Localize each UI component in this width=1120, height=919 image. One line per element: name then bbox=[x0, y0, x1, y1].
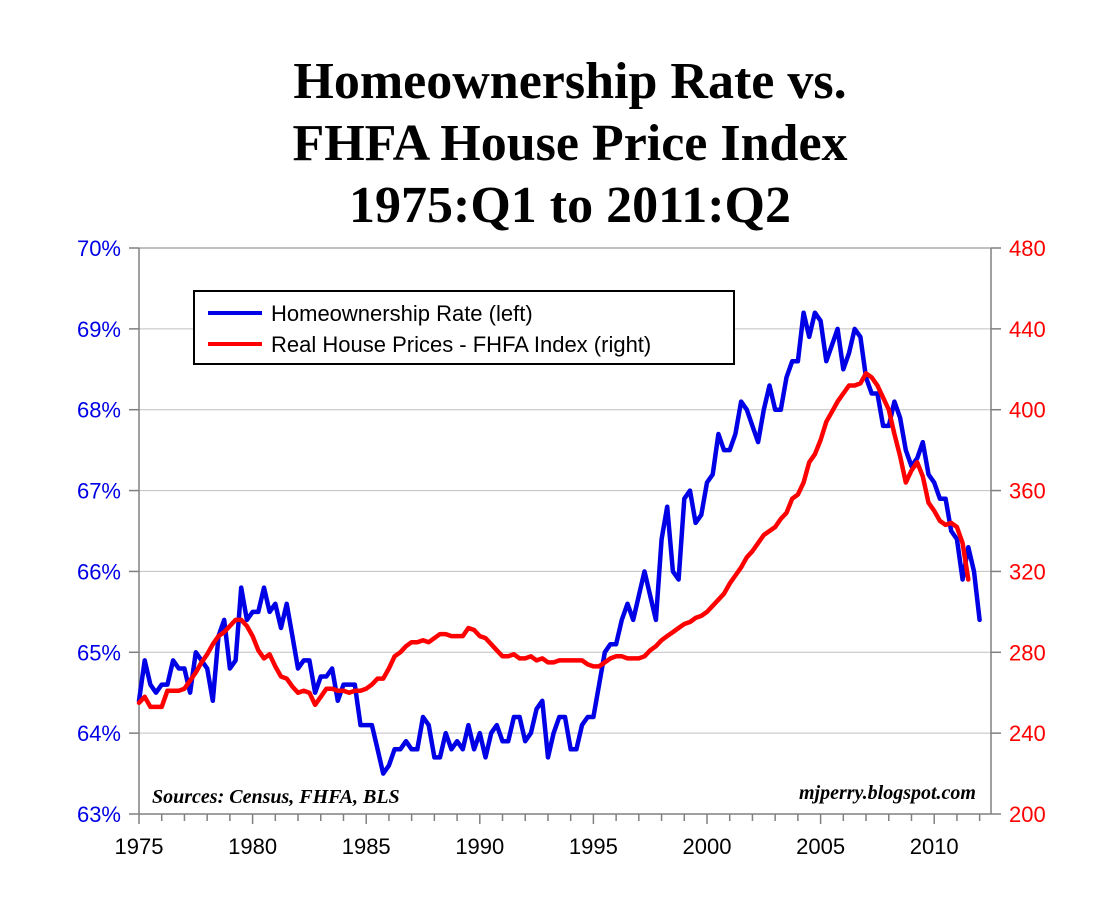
title-line-2: FHFA House Price Index bbox=[292, 115, 847, 172]
legend-box bbox=[193, 290, 735, 365]
y-right-tick-label: 480 bbox=[1009, 236, 1046, 261]
x-tick-label: 1995 bbox=[569, 834, 618, 859]
x-tick-label: 1975 bbox=[115, 834, 164, 859]
x-tick-label: 2010 bbox=[910, 834, 959, 859]
title-line-1: Homeownership Rate vs. bbox=[293, 53, 846, 110]
series-lines bbox=[136, 310, 982, 776]
y-right-tick-label: 440 bbox=[1009, 317, 1046, 342]
y-right-tick-label: 200 bbox=[1009, 802, 1046, 827]
y-left-tick-label: 70% bbox=[77, 236, 121, 261]
x-tick-label: 1980 bbox=[228, 834, 277, 859]
y-right-tick-label: 280 bbox=[1009, 640, 1046, 665]
x-tick-label: 2000 bbox=[683, 834, 732, 859]
series-line-homeownership bbox=[136, 310, 982, 776]
y-left-tick-label: 66% bbox=[77, 559, 121, 584]
y-right-tick-label: 400 bbox=[1009, 398, 1046, 423]
y-left-tick-label: 67% bbox=[77, 479, 121, 504]
y-right-tick-label: 240 bbox=[1009, 721, 1046, 746]
x-tick-label: 1985 bbox=[342, 834, 391, 859]
legend-label-house-prices: Real House Prices - FHFA Index (right) bbox=[271, 332, 651, 357]
y-left-tick-label: 64% bbox=[77, 721, 121, 746]
x-tick-label: 2005 bbox=[796, 834, 845, 859]
y-left-tick-label: 68% bbox=[77, 398, 121, 423]
y-left-tick-label: 65% bbox=[77, 640, 121, 665]
y-left-tick-label: 63% bbox=[77, 802, 121, 827]
y-right-tick-label: 320 bbox=[1009, 559, 1046, 584]
title-line-3: 1975:Q1 to 2011:Q2 bbox=[349, 177, 791, 234]
credit-annotation: mjperry.blogspot.com bbox=[799, 782, 976, 804]
y-right-tick-label: 360 bbox=[1009, 479, 1046, 504]
legend: Homeownership Rate (left) Real House Pri… bbox=[193, 290, 735, 365]
chart-title: Homeownership Rate vs. FHFA House Price … bbox=[292, 53, 847, 234]
y-left-tick-label: 69% bbox=[77, 317, 121, 342]
legend-label-homeownership: Homeownership Rate (left) bbox=[271, 301, 533, 326]
series-line-house-prices bbox=[136, 371, 971, 710]
axes: 63% 64% 65% 66% 67% 68% 69% 70% 200 240 280 320 360 4… bbox=[77, 236, 1046, 859]
source-annotation: Sources: Census, FHFA, BLS bbox=[152, 786, 400, 808]
x-tick-label: 1990 bbox=[455, 834, 504, 859]
